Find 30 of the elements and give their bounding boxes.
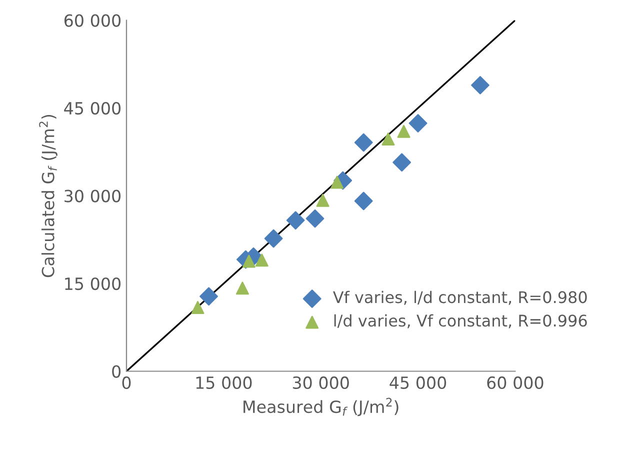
x-tick-label: 15 000 bbox=[196, 376, 252, 390]
point bbox=[286, 211, 305, 230]
x-tick-label: 60 000 bbox=[487, 376, 544, 390]
point bbox=[316, 194, 330, 207]
x-axis-title: Measured G$_{f}$ (J/m$^{2}$) bbox=[244, 398, 398, 416]
point bbox=[242, 254, 256, 268]
point bbox=[200, 287, 218, 306]
legend-label: Vf varies, l/d constant, R=0.980 bbox=[332, 290, 587, 305]
point bbox=[191, 300, 204, 314]
point bbox=[392, 153, 412, 172]
point bbox=[354, 133, 373, 152]
y-tick-label: 60 000 bbox=[64, 14, 121, 27]
point bbox=[264, 229, 283, 248]
point bbox=[255, 254, 268, 267]
point bbox=[382, 132, 395, 146]
legend-label: l/d varies, Vf constant, R=0.996 bbox=[334, 314, 587, 328]
point bbox=[306, 209, 324, 228]
y-tick-label: 30 000 bbox=[64, 190, 121, 202]
x-tick-label: 45 000 bbox=[390, 376, 446, 390]
x-tick-label: 30 000 bbox=[292, 376, 349, 390]
point bbox=[408, 114, 428, 132]
y-tick-label: 45 000 bbox=[64, 102, 121, 115]
point bbox=[236, 282, 249, 295]
y-tick-label: 0 bbox=[112, 365, 121, 378]
point bbox=[354, 192, 373, 210]
x-tick-label: 0 bbox=[122, 376, 131, 390]
point bbox=[397, 124, 410, 138]
y-tick-label: 15 000 bbox=[65, 277, 121, 290]
point bbox=[471, 76, 490, 94]
y-axis-title: Calculated G$_{f}$ (J/m$^{2}$) bbox=[39, 114, 58, 278]
